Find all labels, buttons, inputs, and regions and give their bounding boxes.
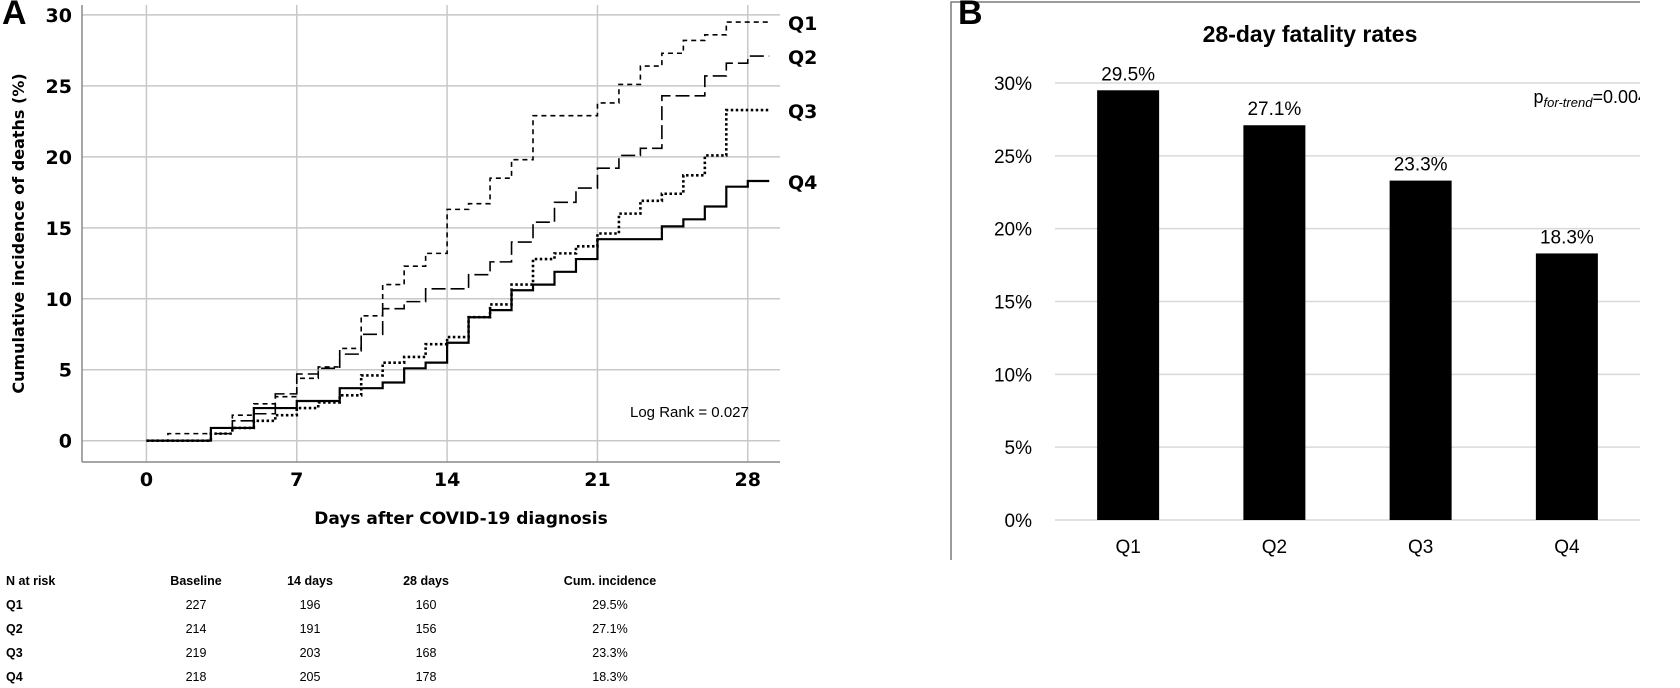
bar-q3 [1389, 180, 1452, 520]
x-tick-label: 7 [290, 469, 303, 491]
p-trend-annotation: pfor-trend=0.004 [1534, 87, 1640, 110]
row-28-days: 156 [415, 622, 437, 636]
bar-value-label: 29.5% [1101, 64, 1155, 85]
x-tick-label: 28 [735, 469, 761, 491]
p-trend-value: =0.004 [1592, 87, 1640, 107]
p-trend-prefix: p [1534, 87, 1544, 107]
row-group: Q1 [6, 598, 23, 612]
series-line-q2 [146, 55, 770, 442]
row-cum-incidence: 29.5% [592, 598, 628, 612]
series-label-q1: Q1 [788, 13, 817, 35]
y-tick-label: 15 [46, 218, 72, 240]
row-cum-incidence: 27.1% [592, 622, 628, 636]
table-row: Q3 219 203 168 23.3% [6, 646, 706, 664]
y-tick-label: 0% [1005, 511, 1033, 532]
y-tick-label: 0 [59, 431, 72, 453]
x-tick-label: Q2 [1262, 537, 1287, 558]
row-baseline: 227 [185, 598, 207, 612]
km-chart: 0 7 14 21 28 0 5 10 15 20 25 30 Days after COVID-19 … [9, 5, 817, 529]
row-14-days: 205 [299, 670, 321, 684]
y-tick-label: 20 [46, 147, 72, 169]
row-28-days: 168 [415, 646, 437, 660]
panel-label-a: A [2, 0, 27, 32]
bar-q1 [1097, 90, 1160, 521]
x-tick-label: 14 [434, 469, 460, 491]
row-14-days: 203 [299, 646, 321, 660]
bar-value-label: 27.1% [1247, 99, 1301, 120]
bar-chart-title: 28-day fatality rates [1203, 21, 1418, 47]
series-line-q4 [146, 179, 770, 442]
y-tick-label: 15% [994, 293, 1032, 314]
x-axis-label: Days after COVID-19 diagnosis [314, 509, 608, 529]
header-cell: Cum. incidence [563, 574, 657, 588]
panel-label-b: B [958, 0, 983, 32]
row-28-days: 178 [415, 670, 437, 684]
row-group: Q4 [6, 670, 23, 684]
row-14-days: 191 [299, 622, 321, 636]
bar-chart: 28-day fatality rates 0% 5% 10% 15% 20% 25% 30%… [950, 1, 1640, 560]
y-tick-label: 30% [994, 74, 1032, 95]
row-14-days: 196 [299, 598, 321, 612]
log-rank-annotation: Log Rank = 0.027 [630, 404, 749, 421]
y-axis-label: Cumulative incidence of deaths (%) [9, 73, 28, 393]
header-cell: 14 days [287, 574, 333, 588]
table-row: Q2 214 191 156 27.1% [6, 622, 706, 640]
y-tick-label: 25 [46, 76, 72, 98]
series-line-q1 [146, 21, 770, 442]
row-group: Q2 [6, 622, 23, 636]
row-cum-incidence: 18.3% [592, 670, 628, 684]
row-baseline: 218 [185, 670, 207, 684]
series-line-q3 [146, 108, 770, 443]
p-trend-subscript: for-trend [1544, 95, 1594, 110]
y-tick-label: 5% [1005, 438, 1033, 459]
y-tick-label: 10 [46, 289, 72, 311]
table-row: Q4 218 205 178 18.3% [6, 670, 706, 688]
x-tick-label: Q4 [1554, 537, 1580, 558]
x-tick-label: 21 [584, 469, 610, 491]
y-tick-label: 20% [994, 220, 1032, 241]
risk-table-header: N at risk Baseline 14 days 28 days Cum. … [6, 574, 706, 592]
row-baseline: 219 [185, 646, 207, 660]
bar-value-label: 18.3% [1540, 227, 1594, 248]
row-28-days: 160 [415, 598, 437, 612]
series-label-q3: Q3 [788, 101, 817, 123]
x-tick-label: Q3 [1408, 537, 1433, 558]
y-tick-label: 10% [994, 365, 1032, 386]
series-label-q4: Q4 [788, 172, 817, 194]
header-cell: Baseline [170, 574, 222, 588]
bar-q2 [1243, 125, 1306, 520]
header-cell: N at risk [6, 574, 56, 588]
header-cell: 28 days [403, 574, 449, 588]
row-baseline: 214 [185, 622, 207, 636]
x-tick-label: Q1 [1115, 537, 1140, 558]
row-group: Q3 [6, 646, 23, 660]
y-tick-label: 25% [994, 147, 1032, 168]
table-row: Q1 227 196 160 29.5% [6, 598, 706, 616]
bar-q4 [1535, 253, 1598, 520]
row-cum-incidence: 23.3% [592, 646, 628, 660]
x-tick-label: 0 [140, 469, 153, 491]
series-label-q2: Q2 [788, 47, 817, 69]
bar-value-label: 23.3% [1394, 155, 1448, 176]
y-tick-label: 5 [59, 360, 72, 382]
y-tick-label: 30 [46, 5, 72, 27]
